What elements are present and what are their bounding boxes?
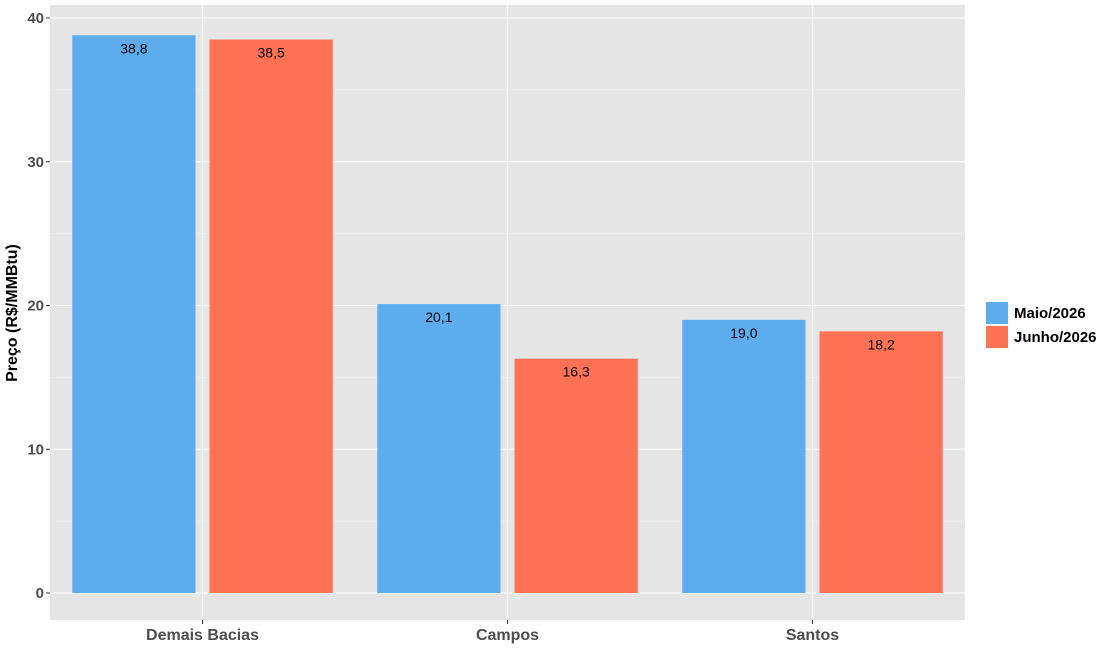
legend-label: Maio/2026 bbox=[1014, 305, 1086, 322]
bar-demais-bacias-1 bbox=[209, 39, 333, 593]
legend-label: Junho/2026 bbox=[1014, 329, 1097, 346]
y-axis-ticks: 0 10 20 30 40 bbox=[27, 10, 50, 602]
x-axis-ticks: Demais Bacias Campos Santos bbox=[146, 620, 839, 644]
bar-santos-1 bbox=[819, 331, 943, 593]
legend-key bbox=[986, 302, 1008, 324]
major-gridlines bbox=[50, 5, 965, 620]
data-label: 38,8 bbox=[120, 40, 147, 56]
data-label: 16,3 bbox=[563, 364, 590, 380]
y-tick-label: 40 bbox=[27, 10, 44, 27]
x-tick-label: Demais Bacias bbox=[146, 627, 259, 644]
y-axis-title: Preço (R$/MMBtu) bbox=[4, 244, 21, 382]
y-tick-label: 30 bbox=[27, 154, 44, 171]
data-labels: 38,8 38,5 20,1 16,3 19,0 18,2 bbox=[120, 40, 895, 379]
bars bbox=[72, 35, 943, 593]
bar-campos-0 bbox=[377, 304, 501, 593]
data-label: 18,2 bbox=[868, 336, 895, 352]
legend-key bbox=[986, 326, 1008, 348]
bar-demais-bacias-0 bbox=[72, 35, 196, 593]
data-label: 20,1 bbox=[425, 309, 452, 325]
bar-santos-0 bbox=[682, 319, 806, 593]
y-tick-label: 10 bbox=[27, 441, 44, 458]
y-tick-label: 0 bbox=[36, 585, 44, 602]
x-tick-label: Santos bbox=[786, 627, 839, 644]
bar-campos-1 bbox=[514, 358, 638, 593]
x-tick-label: Campos bbox=[476, 627, 539, 644]
legend: Maio/2026 Junho/2026 bbox=[986, 302, 1097, 348]
y-tick-label: 20 bbox=[27, 298, 44, 315]
data-label: 19,0 bbox=[730, 325, 757, 341]
data-label: 38,5 bbox=[258, 45, 285, 61]
